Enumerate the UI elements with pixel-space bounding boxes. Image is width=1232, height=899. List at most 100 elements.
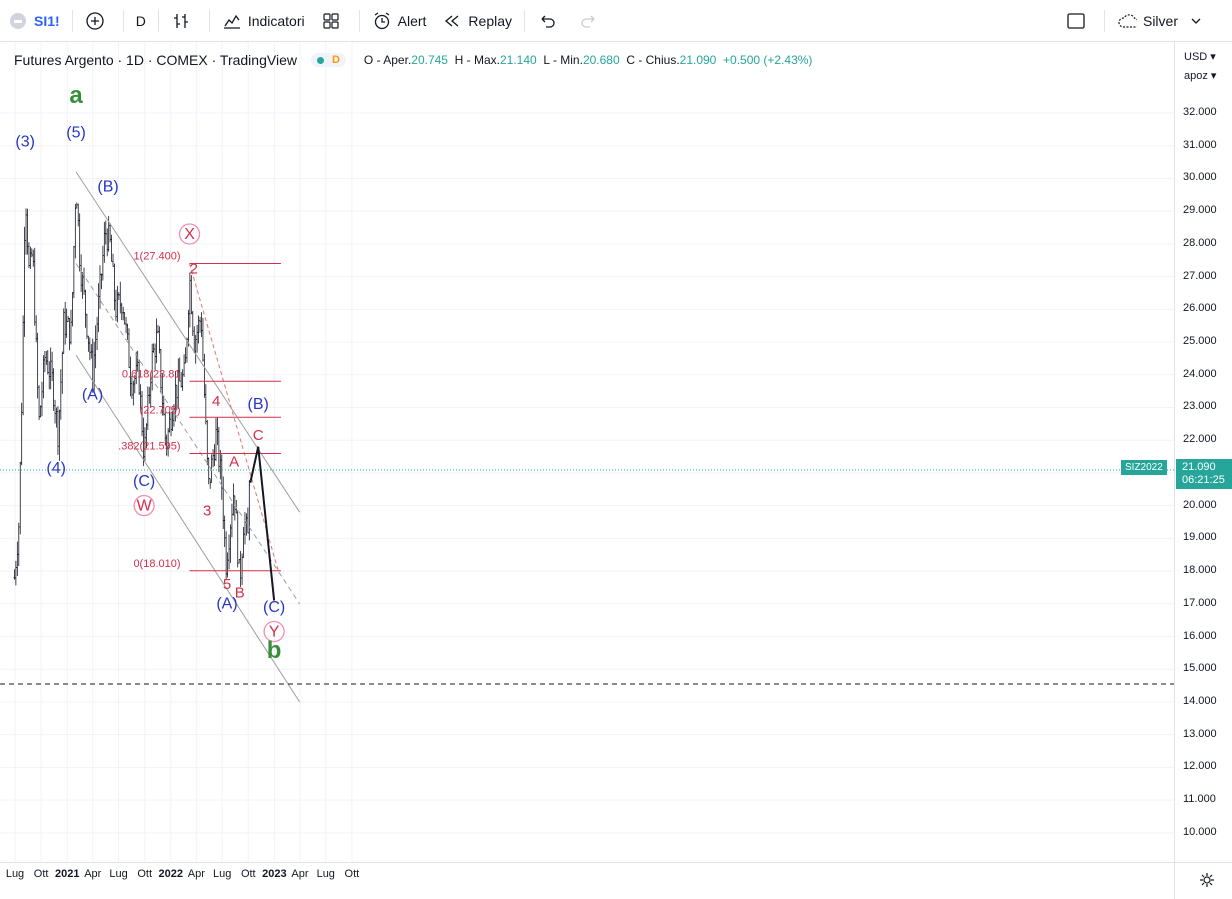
scale-settings[interactable] [1174, 862, 1232, 899]
channel-midline [75, 263, 301, 605]
market-status[interactable]: D [310, 53, 346, 67]
price-tick: 26.000 [1183, 302, 1217, 315]
wave-label: (A) [82, 386, 103, 403]
legend-title[interactable]: Futures Argento · 1D · COMEX · TradingVi… [14, 52, 297, 68]
wave-label: 5 [223, 576, 231, 593]
wave-label: (C) [263, 599, 285, 616]
high-value: 21.140 [500, 53, 537, 67]
wave-label: (5) [66, 125, 86, 142]
trend-line [189, 263, 279, 572]
undo-button[interactable] [529, 6, 571, 36]
alarm-clock-icon [372, 11, 392, 31]
time-tick: 2021 [54, 868, 80, 880]
wave-label: Y [269, 624, 280, 641]
bars-icon [171, 11, 191, 31]
drawings[interactable]: 1(27.400) 0.618(23.81 (22.705) .382(21.595)… [0, 171, 1174, 703]
wave-label: a [69, 82, 83, 109]
chart-pane[interactable]: 1(27.400) 0.618(23.81 (22.705) .382(21.595)… [0, 42, 1174, 862]
currency-selector[interactable]: USD ▾ [1184, 51, 1216, 63]
toolbar-divider [208, 9, 210, 32]
interval-button[interactable]: D [128, 6, 154, 36]
toolbar-divider [1103, 9, 1105, 32]
time-tick: Lug [316, 868, 335, 880]
change-value: +0.500 (+2.43%) [723, 53, 813, 67]
price-tick: 15.000 [1183, 662, 1217, 675]
symbol-search-button[interactable]: SI1! [0, 6, 68, 36]
time-tick: Apr [291, 868, 309, 880]
cloud-icon [1117, 11, 1137, 31]
time-tick: Lug [5, 868, 25, 880]
redo-icon [579, 11, 599, 31]
price-tick: 23.000 [1183, 400, 1217, 413]
fib-level-label: 0.618(23.81 [122, 368, 181, 380]
time-scale[interactable] [0, 862, 1174, 899]
wave-label: X [184, 226, 195, 243]
ohlc-values: O - Aper.20.745 H - Max.21.140 L - Min.2… [364, 53, 813, 67]
delayed-mark: D [331, 54, 340, 66]
alert-label: Alert [397, 12, 427, 29]
rewind-icon [442, 11, 462, 31]
close-label: C - Chius. [626, 53, 680, 67]
scale-mode-label: apoz [1184, 70, 1208, 82]
price-scale[interactable] [1174, 42, 1232, 862]
compare-button[interactable] [77, 6, 119, 36]
wave-label: A [229, 453, 239, 470]
toolbar-divider [122, 9, 124, 32]
time-tick: Ott [33, 868, 49, 880]
scale-mode-selector[interactable]: apoz ▾ [1184, 70, 1217, 82]
alert-button[interactable]: Alert [364, 6, 435, 36]
time-tick: Lug [109, 868, 128, 880]
replay-button[interactable]: Replay [434, 6, 520, 36]
price-tick: 30.000 [1183, 171, 1217, 184]
price-tick: 25.000 [1183, 335, 1217, 348]
time-tick: 2023 [262, 868, 287, 880]
fullscreen-button[interactable] [1058, 6, 1100, 36]
wave-label: W [137, 498, 153, 515]
low-value: 20.680 [582, 53, 620, 67]
wave-label: 2 [190, 260, 198, 277]
wave-label: (C) [133, 473, 155, 490]
toolbar-divider [358, 9, 360, 32]
time-tick: Ott [344, 868, 360, 880]
series-tag: SIZ2022 [1121, 460, 1167, 475]
chart-canvas[interactable]: 1(27.400) 0.618(23.81 (22.705) .382(21.595)… [0, 42, 1174, 862]
wave-label-circle [178, 223, 201, 245]
price-tick: 22.000 [1183, 433, 1217, 446]
fib-level-label: .382(21.595) [118, 440, 180, 452]
redo-button[interactable] [571, 6, 613, 36]
price-tick: 18.000 [1183, 564, 1217, 577]
layout-menu-button[interactable]: Silver [1109, 6, 1214, 36]
wave-label: b [267, 637, 282, 664]
toolbar-divider [157, 9, 159, 32]
wave-labels[interactable]: (3) (4) a (5) (A) (B) (C) W X 2 3 4 5 (A) A B (B) C (C) Yb [15, 82, 285, 664]
fib-level-label: 0(18.010) [133, 558, 180, 570]
price-tick: 10.000 [1183, 825, 1217, 838]
chart-legend: Futures Argento · 1D · COMEX · TradingVi… [14, 52, 812, 68]
templates-button[interactable] [313, 6, 355, 36]
time-tick: Apr [187, 868, 205, 880]
chevron-down-icon [1186, 11, 1206, 31]
wave-label: (B) [248, 396, 269, 413]
time-tick: Lug [212, 868, 232, 880]
high-label: H - Max. [454, 53, 500, 67]
price-tick: 12.000 [1183, 760, 1217, 773]
chart-type-button[interactable] [163, 6, 205, 36]
interval-label: D [135, 12, 146, 29]
gear-icon[interactable] [1199, 872, 1215, 893]
wave-label: C [253, 427, 264, 444]
currency-label: USD [1184, 51, 1208, 63]
channel-line [75, 354, 301, 703]
price-tick: 32.000 [1183, 106, 1217, 118]
time-tick: Ott [240, 868, 256, 880]
replay-label: Replay [468, 12, 513, 29]
open-label: O - Aper. [363, 53, 412, 67]
bar-countdown: 06:21:25 [1182, 474, 1225, 486]
price-tick: 11.000 [1183, 793, 1216, 806]
wave-label: 4 [212, 393, 220, 410]
indicators-button[interactable]: Indicatori [214, 6, 313, 36]
grid-icon [321, 11, 341, 31]
time-tick: Ott [137, 868, 153, 880]
undo-icon [537, 11, 557, 31]
wave-label: (B) [97, 179, 118, 196]
wave-label: (3) [15, 134, 35, 151]
